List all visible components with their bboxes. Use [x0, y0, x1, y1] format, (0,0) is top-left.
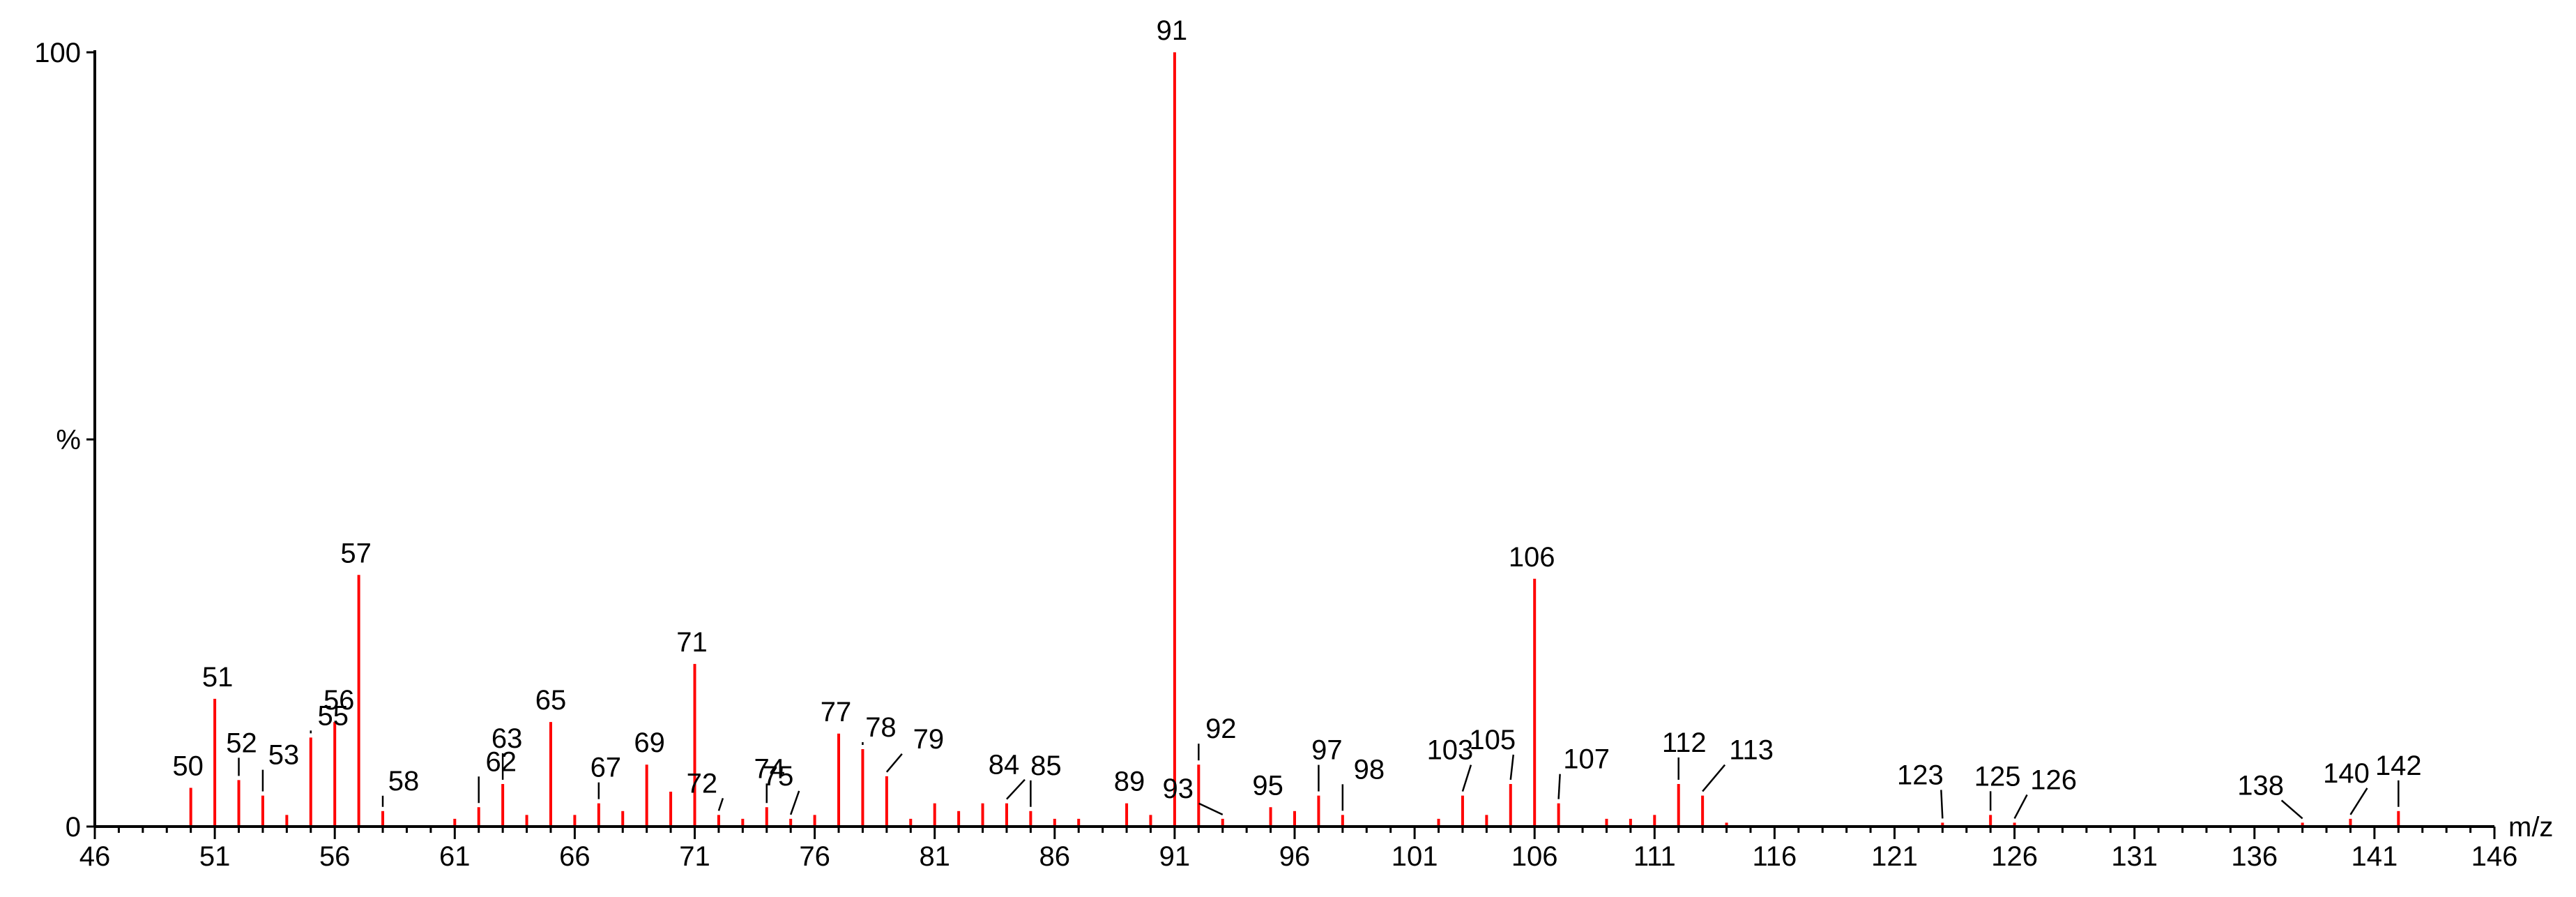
- peak-label-leader: [2280, 799, 2303, 820]
- peak-label: 97: [1311, 735, 1343, 766]
- x-tick-label: 131: [2111, 841, 2158, 872]
- peak-label: 89: [1114, 767, 1145, 797]
- peak-label-leader: [2013, 794, 2028, 820]
- x-tick-label: 86: [1039, 841, 1071, 872]
- peak-label: 103: [1427, 735, 1474, 766]
- peak-label: 93: [1162, 774, 1194, 804]
- peak-label: 57: [340, 538, 372, 568]
- y-axis-ticks: 0% 100: [34, 38, 95, 843]
- peak-label: 65: [535, 685, 567, 716]
- peak-label-leader: [1702, 764, 1726, 792]
- peak-label: 50: [172, 751, 204, 782]
- peak-label: 67: [590, 753, 622, 783]
- peak-bars: [189, 52, 2400, 827]
- peak-label: 123: [1897, 760, 1944, 790]
- peak-label: 107: [1563, 744, 1610, 775]
- x-tick-label: 71: [679, 841, 710, 872]
- x-tick-label: 121: [1871, 841, 1918, 872]
- peak-label: 63: [491, 723, 523, 754]
- x-tick-label: 136: [2231, 841, 2278, 872]
- peak-label: 51: [202, 662, 234, 693]
- peak-label-leader: [1006, 778, 1026, 800]
- peak-label: 140: [2323, 758, 2370, 789]
- peak-label: 74: [754, 753, 786, 784]
- peak-label: 75: [763, 761, 794, 792]
- peak-label-leader: [1198, 802, 1224, 816]
- peak-label: 95: [1252, 770, 1283, 801]
- peak-label-leader: [1509, 754, 1515, 781]
- x-tick-label: 146: [2471, 841, 2518, 872]
- x-tick-label: 141: [2352, 841, 2398, 872]
- peak-label: 52: [226, 728, 257, 758]
- peak-label: 72: [687, 768, 718, 799]
- x-tick-label: 126: [1991, 841, 2038, 872]
- y-tick-label: %: [56, 425, 81, 455]
- peak-label: 113: [1729, 735, 1774, 766]
- x-axis-label: m/z: [2508, 812, 2553, 843]
- peak-label: 112: [1662, 728, 1707, 758]
- peak-label: 125: [1974, 761, 2021, 792]
- peak-label: 77: [821, 697, 852, 728]
- x-tick-label: 106: [1511, 841, 1558, 872]
- x-tick-label: 101: [1392, 841, 1438, 872]
- peak-label: 62: [485, 746, 517, 777]
- peak-label-leader: [1557, 774, 1561, 799]
- x-tick-label: 66: [559, 841, 590, 872]
- peak-label: 71: [676, 627, 708, 658]
- peak-label: 58: [388, 766, 420, 797]
- peak-label: 138: [2237, 770, 2284, 801]
- peak-label: 98: [1354, 754, 1385, 785]
- peak-label: 91: [1157, 15, 1188, 46]
- peak-label: 85: [1030, 751, 1062, 781]
- y-tick-label: 0: [66, 812, 81, 843]
- peak-label: 92: [1205, 714, 1237, 744]
- peak-label: 106: [1509, 542, 1555, 573]
- peak-label-leader: [1461, 764, 1472, 792]
- x-tick-label: 96: [1279, 841, 1311, 872]
- x-axis-ticks: 46 51 56 61 66 71 76 81 86 91 96 101 106 111 116 121 126…: [79, 827, 2518, 872]
- x-tick-label: 51: [199, 841, 231, 872]
- x-tick-label: 111: [1633, 841, 1676, 872]
- peak-label: 84: [989, 750, 1020, 781]
- peak-label: 142: [2375, 751, 2422, 781]
- x-tick-label: 116: [1753, 841, 1797, 872]
- x-tick-label: 91: [1159, 841, 1191, 872]
- peak-label: 55: [318, 700, 349, 731]
- x-tick-label: 81: [919, 841, 950, 872]
- peak-label-leader: [1940, 790, 1944, 819]
- peak-label-leader: [717, 797, 724, 811]
- peak-label: 126: [2030, 764, 2077, 795]
- peak-label: 78: [865, 712, 897, 743]
- x-tick-label: 56: [319, 841, 351, 872]
- peak-label: 69: [634, 728, 665, 758]
- y-tick-label: 100: [34, 38, 81, 68]
- peak-label-leader: [2349, 787, 2368, 815]
- peak-label: 56: [323, 685, 355, 716]
- peak-label-leader: [790, 790, 800, 815]
- peak-label: 53: [268, 740, 300, 771]
- peak-label-leaders: [238, 730, 2400, 820]
- x-tick-label: 46: [79, 841, 111, 872]
- x-tick-label: 76: [799, 841, 830, 872]
- peak-label: 105: [1469, 725, 1516, 755]
- peak-label: 79: [913, 724, 945, 755]
- x-tick-label: 61: [439, 841, 471, 872]
- peak-label-leader: [885, 753, 903, 773]
